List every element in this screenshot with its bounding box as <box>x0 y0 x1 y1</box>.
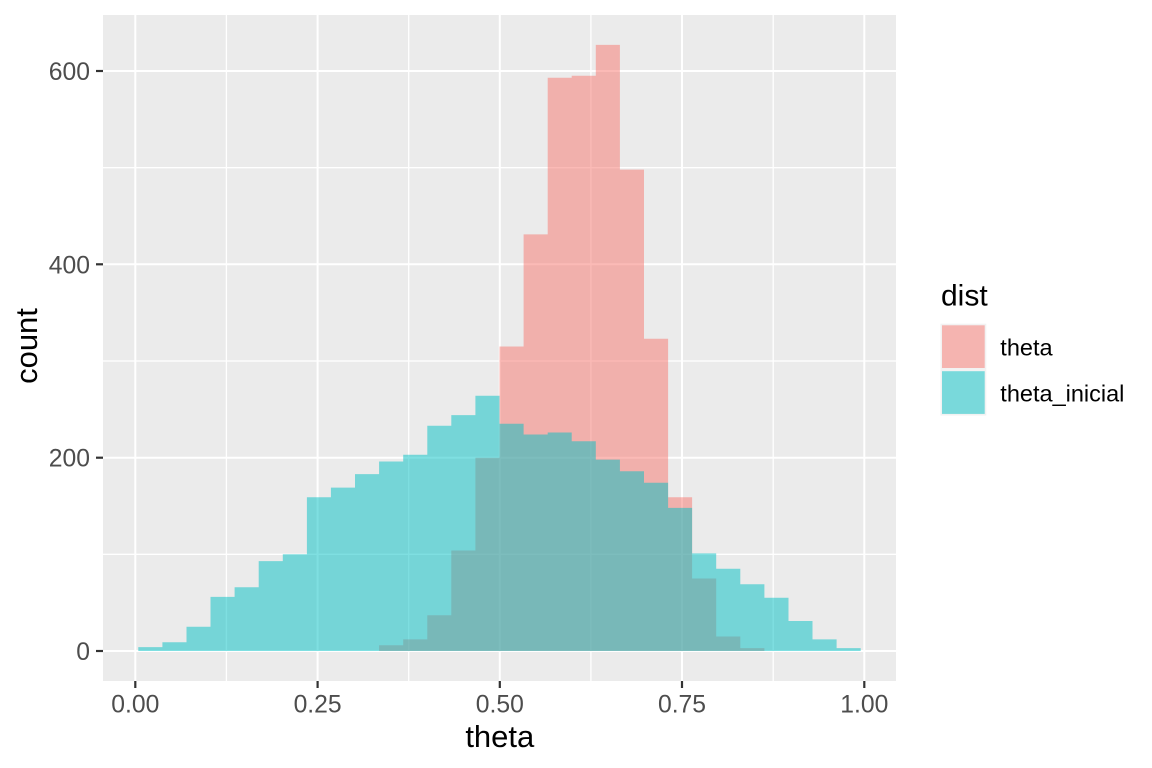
svg-text:count: count <box>9 308 44 384</box>
svg-text:400: 400 <box>49 252 90 279</box>
svg-text:theta: theta <box>1000 335 1053 361</box>
svg-text:theta: theta <box>465 719 535 754</box>
svg-text:0.00: 0.00 <box>111 692 159 719</box>
svg-text:0.50: 0.50 <box>476 692 524 719</box>
svg-text:0.25: 0.25 <box>294 692 342 719</box>
svg-text:theta_inicial: theta_inicial <box>1000 380 1124 406</box>
svg-text:0.75: 0.75 <box>658 692 706 719</box>
svg-text:200: 200 <box>49 446 90 473</box>
svg-text:1.00: 1.00 <box>840 692 888 719</box>
svg-text:dist: dist <box>941 280 988 313</box>
svg-text:0: 0 <box>76 639 90 666</box>
svg-text:600: 600 <box>49 59 90 86</box>
